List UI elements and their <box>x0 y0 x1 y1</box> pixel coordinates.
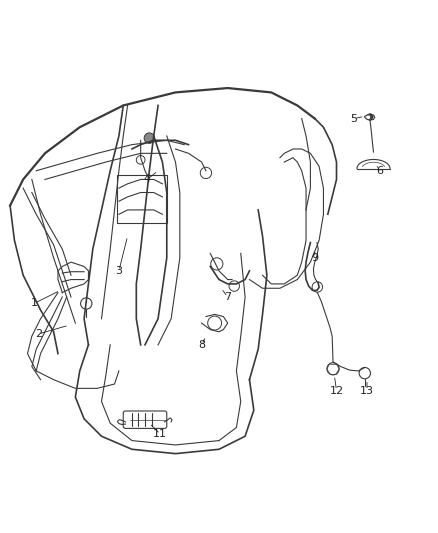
Text: 8: 8 <box>198 340 205 350</box>
Text: 7: 7 <box>224 292 231 302</box>
Text: 5: 5 <box>350 114 357 124</box>
Circle shape <box>144 133 155 143</box>
Text: 1: 1 <box>31 298 38 309</box>
Text: 12: 12 <box>329 385 343 395</box>
Circle shape <box>367 114 373 120</box>
Text: 4: 4 <box>144 174 151 184</box>
Text: 2: 2 <box>35 329 42 339</box>
Text: 6: 6 <box>377 166 384 176</box>
Text: 3: 3 <box>115 266 122 276</box>
Text: 9: 9 <box>311 253 318 263</box>
Circle shape <box>367 116 370 119</box>
Text: 13: 13 <box>360 385 374 395</box>
Text: 11: 11 <box>153 429 167 439</box>
